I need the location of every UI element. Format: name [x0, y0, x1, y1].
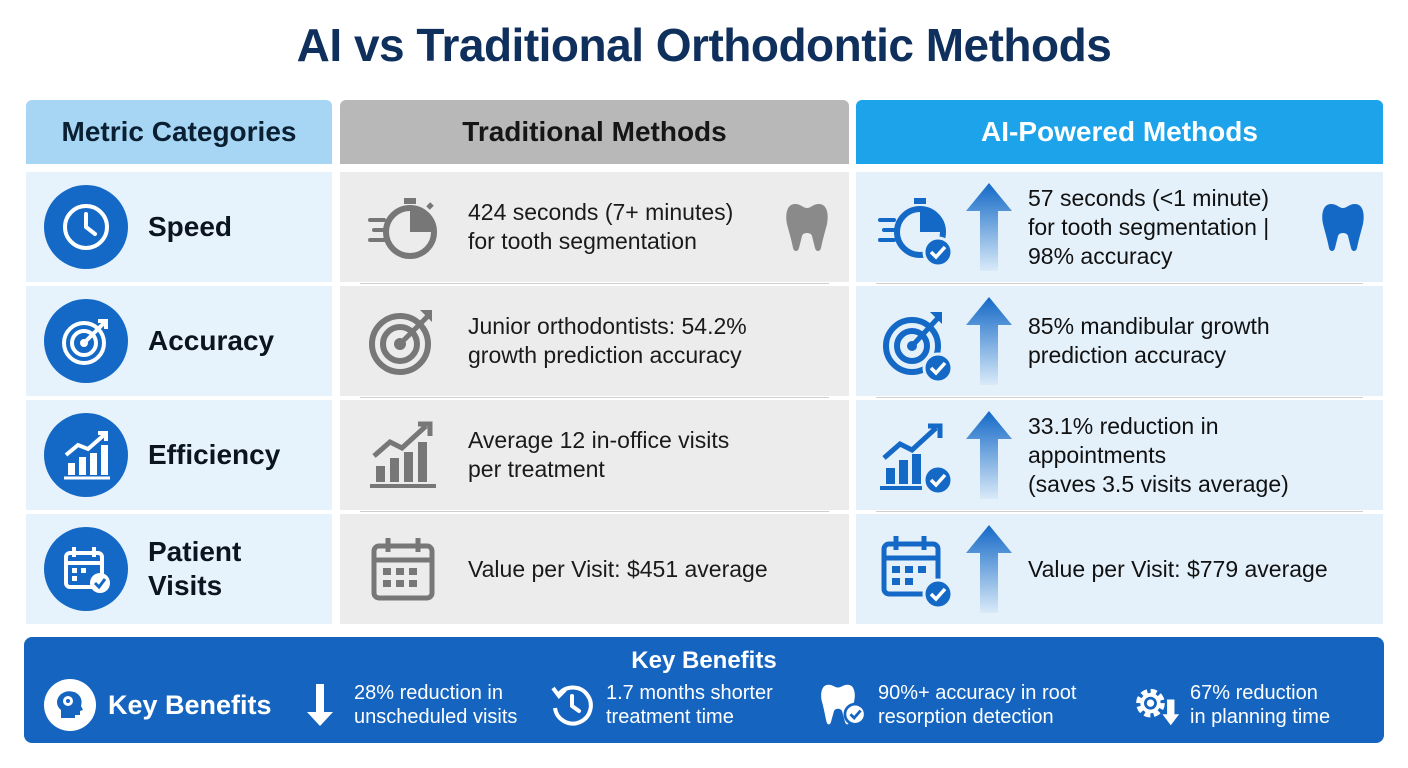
traditional-text: Junior orthodontists: 54.2% growth predi…: [468, 313, 747, 368]
calendar-icon: [366, 532, 440, 606]
target-icon: [44, 299, 128, 383]
clock-rewind-icon: [548, 681, 596, 729]
metric-label: Speed: [148, 211, 233, 242]
arrow-up-icon: [966, 183, 1012, 271]
traditional-row-speed: 424 seconds (7+ minutes) for tooth segme…: [340, 172, 849, 282]
ai-row-speed: 57 seconds (<1 minute) for tooth segment…: [856, 172, 1383, 282]
traditional-column: Traditional Methods 424 seconds (7+ minu…: [340, 100, 849, 624]
ai-row-efficiency: 33.1% reduction in appointments (saves 3…: [856, 397, 1383, 510]
target-check-icon: [878, 304, 954, 384]
brain-head-icon: [44, 679, 96, 731]
key-benefits-bar: Key Benefits Key Benefits 28% reduction …: [24, 637, 1384, 743]
benefit-item: 67% reduction in planning time: [1132, 681, 1330, 729]
arrow-up-icon: [966, 297, 1012, 385]
benefit-item: 1.7 months shorter treatment time: [548, 681, 773, 729]
tooth-icon: [1321, 202, 1365, 259]
arrow-down-icon: [296, 681, 344, 729]
stopwatch-icon: [366, 190, 440, 264]
benefit-text: 28% reduction in unscheduled visits: [354, 682, 518, 728]
metric-row-patient-visits: Patient Visits: [26, 514, 332, 624]
ai-column-header: AI-Powered Methods: [856, 100, 1383, 164]
ai-row-accuracy: 85% mandibular growth prediction accurac…: [856, 283, 1383, 396]
metric-label: Patient Visits: [148, 536, 242, 601]
traditional-text: Average 12 in-office visits per treatmen…: [468, 427, 730, 482]
ai-text: Value per Visit: $779 average: [1028, 555, 1328, 582]
arrow-up-icon: [966, 525, 1012, 613]
arrow-up-icon: [966, 411, 1012, 499]
growth-chart-icon: [44, 413, 128, 497]
metric-row-efficiency: Efficiency: [26, 400, 332, 510]
metric-row-accuracy: Accuracy: [26, 286, 332, 396]
tooth-check-icon: [820, 681, 868, 729]
calendar-check-icon: [44, 527, 128, 611]
key-benefits-label: Key Benefits: [108, 689, 272, 720]
key-benefits-label-item: Key Benefits: [44, 679, 272, 731]
clock-icon: [44, 185, 128, 269]
metric-label: Efficiency: [148, 439, 281, 470]
traditional-row-efficiency: Average 12 in-office visits per treatmen…: [340, 397, 849, 510]
benefit-text: 67% reduction in planning time: [1190, 682, 1331, 728]
benefit-item: 28% reduction in unscheduled visits: [296, 681, 517, 729]
benefit-item: 90%+ accuracy in root resorption detecti…: [820, 681, 1076, 729]
ai-text: 33.1% reduction in appointments (saves 3…: [1028, 412, 1289, 497]
metric-column-header: Metric Categories: [26, 100, 332, 164]
benefit-text: 90%+ accuracy in root resorption detecti…: [878, 682, 1077, 728]
ai-text: 85% mandibular growth prediction accurac…: [1028, 313, 1270, 368]
growth-chart-check-icon: [878, 418, 954, 496]
traditional-text: Value per Visit: $451 average: [468, 555, 768, 582]
stopwatch-check-icon: [878, 190, 954, 268]
gear-down-icon: [1132, 681, 1180, 729]
traditional-row-accuracy: Junior orthodontists: 54.2% growth predi…: [340, 283, 849, 396]
traditional-text: 424 seconds (7+ minutes) for tooth segme…: [468, 199, 734, 254]
ai-text: 57 seconds (<1 minute) for tooth segment…: [1028, 184, 1270, 269]
metric-label: Accuracy: [148, 325, 275, 356]
key-benefits-title: Key Benefits: [631, 647, 777, 674]
calendar-check-icon: [878, 532, 954, 610]
benefit-text: 1.7 months shorter treatment time: [606, 682, 773, 728]
traditional-row-patient-visits: Value per Visit: $451 average: [340, 511, 849, 624]
traditional-column-header: Traditional Methods: [340, 100, 849, 164]
target-icon: [366, 304, 440, 378]
tooth-icon: [785, 202, 829, 259]
page-title: AI vs Traditional Orthodontic Methods: [296, 19, 1112, 71]
ai-column: AI-Powered Methods 57 seconds (<1 minute…: [856, 100, 1383, 624]
metric-column: Metric Categories Speed Accuracy Efficie…: [26, 100, 332, 624]
metric-row-speed: Speed: [26, 172, 332, 282]
growth-chart-icon: [366, 418, 440, 492]
ai-row-patient-visits: Value per Visit: $779 average: [856, 511, 1383, 624]
